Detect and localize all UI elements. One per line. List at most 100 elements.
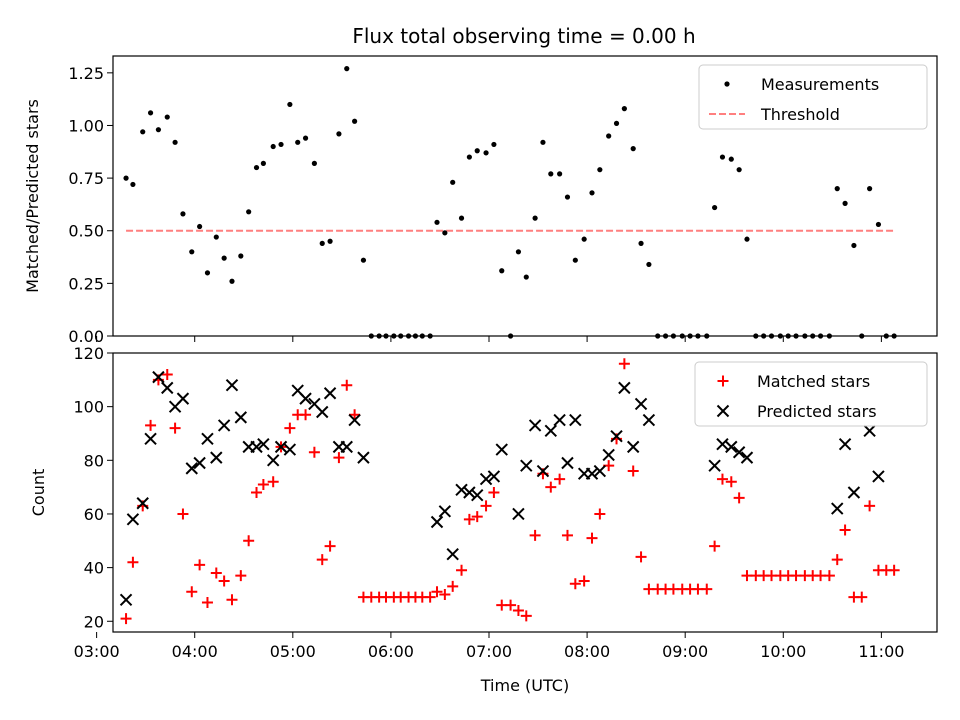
bottom-axis-ticks: 20 40 60 80 100 120 03:00 04:00 05:00 06:00 07:00 0… [73,344,904,661]
predicted-stars-point [446,547,459,561]
legend-label: Predicted stars [757,402,877,421]
matched-stars-point [831,554,843,566]
bottom-y-axis-label: Count [29,469,48,517]
matched-stars-point [627,465,639,477]
matched-stars-point [505,599,517,611]
matched-stars-point [864,500,876,512]
measurements-point [515,249,522,255]
y-tick-label: 1.00 [68,116,104,135]
measurements-point [180,211,186,217]
matched-stars-point [201,596,213,608]
matched-stars-point [569,578,581,590]
measurements-point [572,257,578,263]
matched-stars-point [520,610,532,622]
predicted-stars-point [340,440,353,454]
matched-stars-point [471,511,483,523]
predicted-stars-point [593,464,607,478]
bottom-plot-marks [119,358,900,625]
measurements-point [172,139,178,145]
predicted-stars-point [210,451,223,464]
predicted-stars-point [201,432,214,446]
matched-stars-point [888,564,900,576]
matched-stars-point [456,564,468,576]
measurements-point [130,181,136,188]
bottom-axes-frame [112,352,938,633]
predicted-stars-point [528,419,542,432]
predicted-stars-point [144,432,157,446]
x-tick-label: 08:00 [564,642,610,661]
predicted-stars-point [266,454,280,467]
measurements-point [564,194,571,200]
matched-stars-point [316,554,328,566]
measurements-point [638,240,644,246]
measurements-point [260,160,266,166]
matched-stars-point [709,540,721,552]
x-tick-label: 05:00 [270,642,316,661]
matched-stars-point [618,358,630,370]
y-tick-label: 60 [84,505,104,524]
x-tick-label: 03:00 [74,642,120,661]
matched-stars-point [431,586,443,598]
legend-label: Threshold [760,105,840,124]
measurements-point [311,160,317,166]
predicted-stars-point [185,462,198,475]
predicted-stars-point [316,405,329,419]
matched-stars-point [594,508,606,520]
predicted-stars-point [642,413,656,427]
x-tick-label: 04:00 [172,642,218,661]
measurements-point [140,129,146,135]
matched-stars-point [243,535,255,547]
matched-stars-point [218,575,230,587]
legend-label: Matched stars [757,372,870,391]
matched-stars-point [267,476,279,488]
measurements-point [238,253,244,259]
predicted-stars-point [152,370,165,384]
measurements-point [319,240,325,246]
matched-stars-point [177,508,189,520]
measurements-point [270,143,276,150]
legend-box [698,64,928,130]
measurements-point [646,261,652,268]
predicted-stars-point [634,397,648,411]
measurements-point [246,209,252,215]
measurements-point [336,131,342,137]
predicted-stars-point [136,497,149,510]
measurements-point [442,230,448,236]
top-axes-frame [112,55,938,337]
matched-stars-point [701,583,713,595]
predicted-stars-point [553,413,566,427]
measurements-point [548,171,554,177]
predicted-stars-point [716,438,729,451]
measurements-point [867,186,873,192]
predicted-stars-point [708,459,721,472]
x-tick-label: 10:00 [760,642,806,661]
measurements-point [344,66,350,72]
x-tick-label: 07:00 [466,642,512,661]
predicted-stars-point [585,467,599,480]
x-tick-label: 09:00 [662,642,708,661]
matched-stars-point [235,570,247,582]
predicted-stars-point [602,448,615,462]
matched-stars-point [169,422,181,434]
matched-stars-point [725,476,737,488]
matched-stars-point [226,594,238,606]
matched-stars-point [512,605,524,617]
predicted-stars-point [119,593,133,607]
matched-stars-point [324,540,336,552]
bottom-legend: Matched stars Predicted stars [694,361,928,427]
predicted-stars-point [455,483,468,497]
predicted-stars-point [544,424,558,438]
measurements-point [621,106,627,112]
matched-stars-point [251,487,263,498]
measurements-point [327,238,333,244]
matched-stars-point [488,487,500,498]
predicted-stars-point [561,456,574,470]
legend-matched-stars-swatch [717,375,729,387]
measurements-point [851,242,857,249]
measurements-point [613,120,620,126]
measurements-point [229,278,235,284]
y-tick-label: 100 [73,398,104,417]
measurements-point [253,164,260,171]
y-tick-label: 20 [84,612,104,631]
